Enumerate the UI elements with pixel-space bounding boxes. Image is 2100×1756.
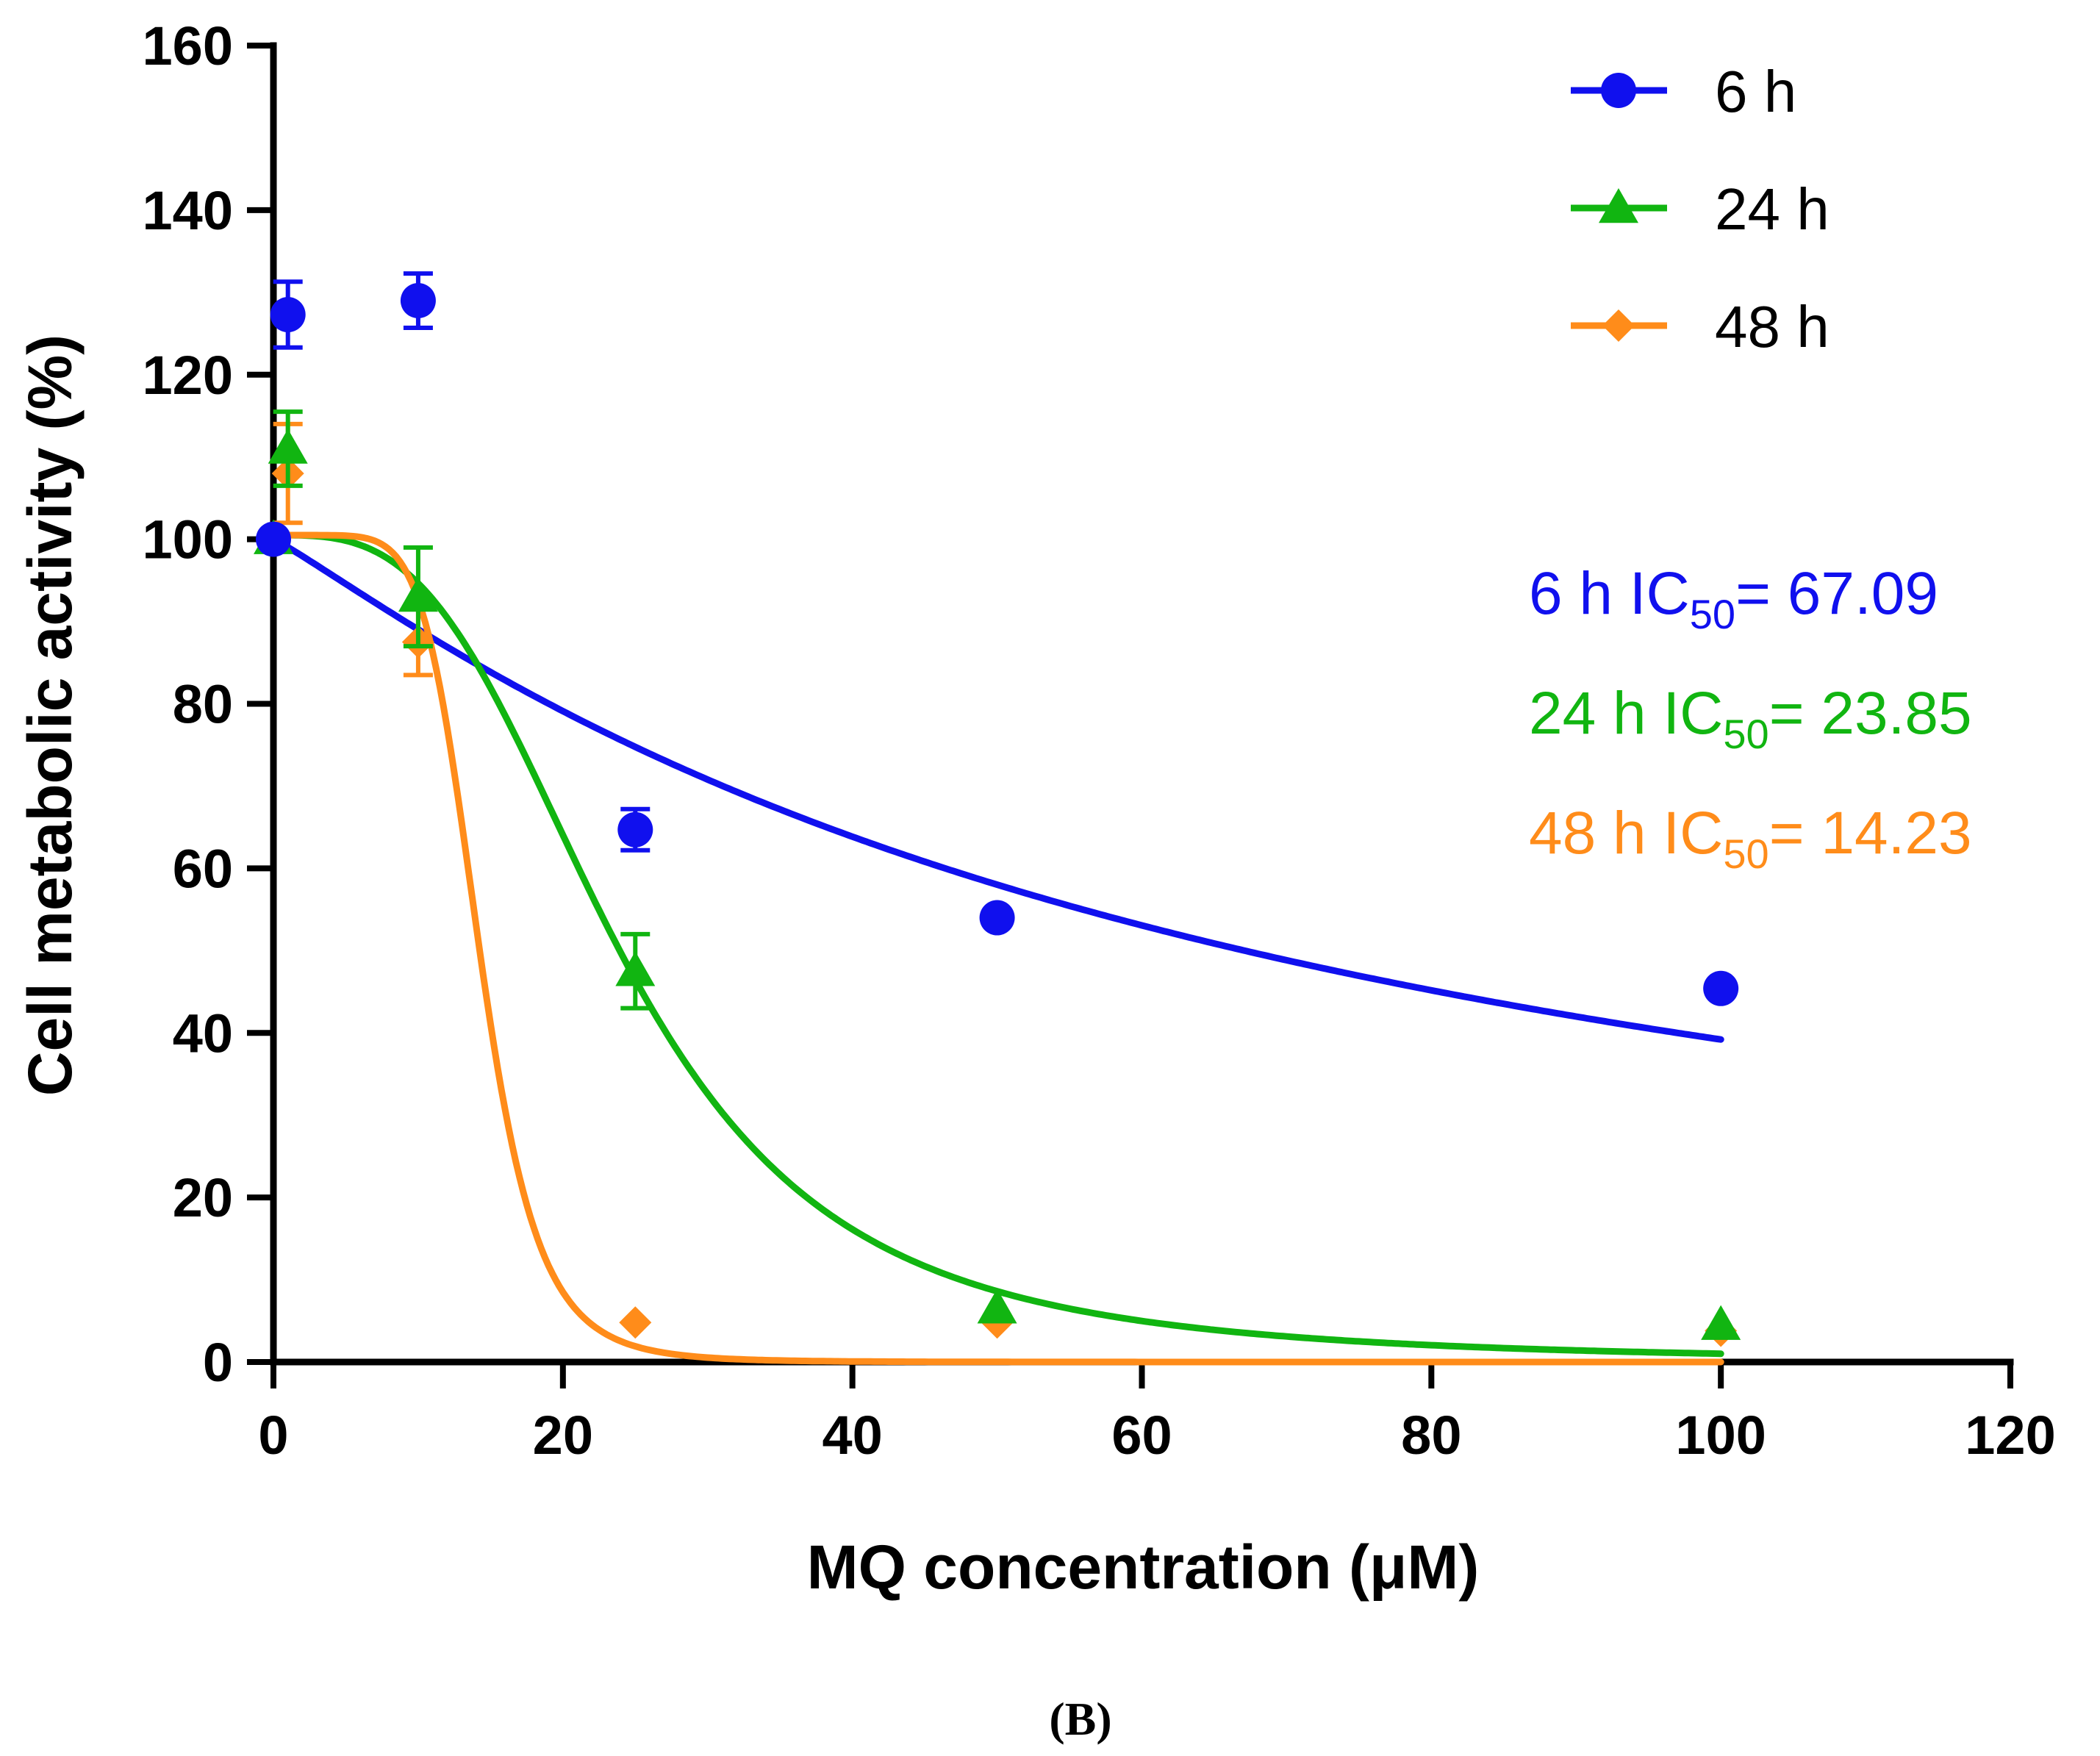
x-tick-label: 20 (533, 1405, 593, 1466)
data-point (617, 811, 653, 847)
ic50-annotations: 6 h IC50= 67.09 24 h IC50= 23.85 48 h IC50… (1529, 560, 1972, 877)
ic50-label: 24 h IC50= 23.85 (1529, 680, 1972, 757)
data-point (1701, 1305, 1741, 1340)
legend-label: 6 h (1715, 59, 1796, 124)
data-point (979, 900, 1015, 936)
legend: 6 h 24 h 48 h (1571, 59, 1830, 359)
y-axis-title: Cell metabolic activity (%) (15, 334, 85, 1096)
data-point (268, 429, 308, 464)
x-axis-title: MQ concentration (μM) (807, 1533, 1480, 1602)
x-tick-label: 100 (1675, 1405, 1766, 1466)
fit-curve-6h (270, 536, 1724, 1043)
y-tick-label: 140 (143, 180, 233, 241)
legend-marker (1601, 73, 1636, 108)
x-tick-label: 40 (823, 1405, 883, 1466)
ic50-label: 6 h IC50= 67.09 (1529, 560, 1938, 637)
ic50-label: 48 h IC50= 14.23 (1529, 800, 1972, 877)
x-tick-label: 60 (1111, 1405, 1172, 1466)
x-tick-label: 0 (258, 1405, 288, 1466)
fit-curves (270, 531, 1724, 1366)
y-tick-label: 120 (143, 345, 233, 406)
legend-label: 24 h (1715, 176, 1830, 242)
x-tick-label: 120 (1965, 1405, 2055, 1466)
data-point (256, 521, 291, 557)
legend-marker (1599, 188, 1638, 223)
y-tick-label: 40 (173, 1003, 233, 1064)
data-points (254, 271, 1741, 1347)
y-tick-label: 160 (143, 15, 233, 76)
x-tick-label: 80 (1401, 1405, 1461, 1466)
legend-marker (1602, 309, 1635, 342)
data-point (977, 1289, 1017, 1324)
y-tick-label: 100 (143, 509, 233, 570)
data-point (270, 297, 306, 333)
y-tick-label: 20 (173, 1167, 233, 1228)
legend-label: 48 h (1715, 294, 1830, 359)
y-tick-label: 0 (203, 1332, 233, 1393)
data-point (400, 283, 436, 319)
fit-curve-24h (270, 531, 1724, 1358)
data-point (619, 1306, 652, 1339)
y-tick-label: 60 (173, 838, 233, 899)
data-point (398, 576, 438, 612)
data-point (1703, 970, 1739, 1006)
y-tick-label: 80 (173, 674, 233, 735)
data-point (615, 951, 656, 986)
fit-curve-48h (270, 531, 1724, 1366)
panel-label: (B) (1049, 1693, 1111, 1745)
